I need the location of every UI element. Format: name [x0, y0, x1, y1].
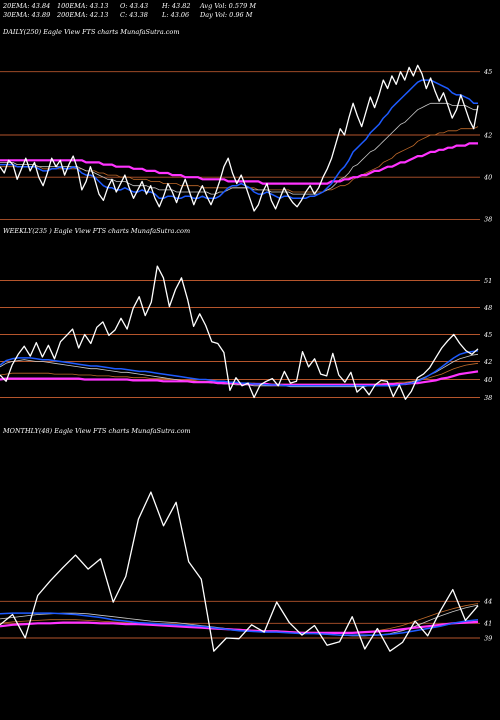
daily-ema-thin-line	[0, 102, 478, 195]
monthly-y-tick-label-0: 44	[483, 598, 492, 606]
header-avg-vol: Avg Vol: 0.579 M	[199, 2, 256, 10]
daily-y-tick-label-0: 45	[483, 68, 492, 76]
daily-y-tick-label-2: 40	[483, 174, 492, 182]
monthly-ema-magenta-line	[0, 620, 479, 635]
header-30ema: 30EMA: 43.89	[3, 11, 50, 19]
daily-chart-panel: 45 42 40 38	[0, 64, 492, 224]
header-200ema: 200EMA: 42.13	[56, 11, 108, 19]
daily-panel-title: DAILY(250) Eagle View FTS charts MunafaS…	[2, 28, 180, 36]
weekly-ema-magenta-line	[0, 370, 479, 386]
weekly-price-line	[0, 265, 479, 400]
daily-y-tick-label-1: 42	[483, 131, 492, 139]
weekly-panel-title: WEEKLY(235 ) Eagle View FTS charts Munaf…	[3, 227, 190, 235]
weekly-y-tick-label-3: 42	[483, 358, 492, 366]
monthly-y-tick-label-1: 41	[483, 620, 492, 628]
daily-ema-magenta-line	[0, 142, 478, 185]
header-day-vol: Day Vol: 0.96 M	[199, 11, 253, 19]
header-100ema: 100EMA: 43.13	[57, 2, 108, 10]
weekly-y-tick-label-1: 48	[483, 304, 492, 312]
weekly-y-tick-label-0: 51	[484, 277, 492, 285]
monthly-price-line	[0, 491, 479, 652]
monthly-chart-panel: 44 41 39	[0, 491, 492, 652]
daily-y-tick-label-3: 38	[484, 216, 492, 224]
monthly-y-tick-label-2: 39	[484, 634, 492, 642]
indicator-header: 20EMA: 43.84 100EMA: 43.13 O: 43.43 H: 4…	[2, 2, 256, 19]
header-open: O: 43.43	[120, 2, 148, 10]
weekly-y-tick-label-4: 40	[483, 376, 492, 384]
daily-price-line	[0, 64, 479, 212]
monthly-panel-title: MONTHLY(48) Eagle View FTS charts Munafa…	[2, 427, 191, 435]
header-low: L: 43.06	[161, 11, 189, 19]
header-high: H: 43.82	[161, 2, 191, 10]
weekly-y-tick-label-5: 38	[484, 394, 492, 402]
header-20ema: 20EMA: 43.84	[2, 2, 50, 10]
weekly-y-tick-label-2: 45	[483, 331, 492, 339]
monthly-ema-blue-line	[0, 612, 479, 636]
header-close: C: 43.38	[120, 11, 148, 19]
daily-ema-blue-line	[0, 79, 478, 200]
weekly-chart-panel: 51 48 45 42 40 38	[0, 265, 492, 402]
